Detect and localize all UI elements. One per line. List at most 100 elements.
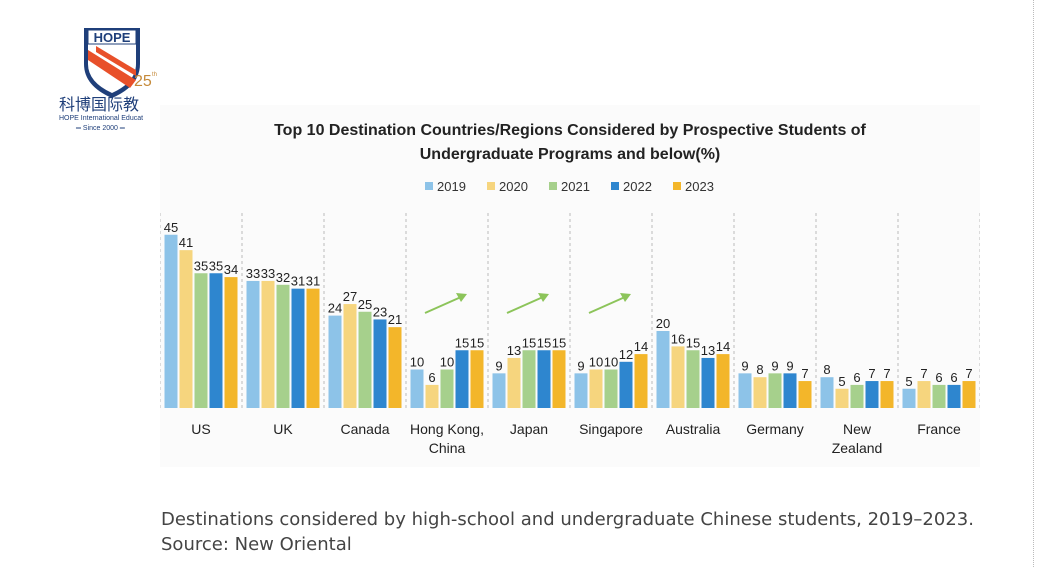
- data-label: 15: [552, 335, 566, 350]
- data-label: 15: [455, 335, 469, 350]
- data-label: 8: [756, 362, 763, 377]
- caption: Destinations considered by high-school a…: [161, 509, 974, 530]
- svg-text:th: th: [152, 72, 157, 78]
- bar-Germany-2020: [753, 377, 767, 408]
- bar-US-2020: [179, 250, 193, 408]
- data-label: 6: [428, 370, 435, 385]
- bar-New Zealand-2020: [835, 388, 849, 408]
- legend-label-2019: 2019: [437, 179, 466, 194]
- data-label: 14: [634, 339, 648, 354]
- data-label: 6: [853, 370, 860, 385]
- category-label: Zealand: [832, 440, 883, 456]
- bar-Hong Kong, China-2021: [440, 369, 454, 408]
- data-label: 6: [935, 370, 942, 385]
- trend-arrow-head-icon: [456, 293, 467, 302]
- data-label: 9: [786, 358, 793, 373]
- hope-logo: HOPE 25 th 科博国际教 HOPE International Educ…: [56, 24, 166, 134]
- data-label: 13: [507, 343, 521, 358]
- bar-Canada-2020: [343, 304, 357, 408]
- data-label: 32: [276, 270, 290, 285]
- bar-Canada-2023: [388, 327, 402, 408]
- svg-text:25: 25: [134, 73, 152, 90]
- category-label: China: [429, 440, 466, 456]
- data-label: 9: [771, 358, 778, 373]
- data-label: 14: [716, 339, 730, 354]
- bar-Germany-2021: [768, 373, 782, 408]
- bar-Hong Kong, China-2020: [425, 384, 439, 408]
- category-label: Germany: [746, 421, 804, 437]
- bar-Singapore-2022: [619, 361, 633, 408]
- bar-New Zealand-2019: [820, 377, 834, 408]
- bar-New Zealand-2022: [865, 381, 879, 408]
- bar-Germany-2023: [798, 381, 812, 408]
- legend-swatch-2020: [487, 182, 495, 190]
- bar-Singapore-2019: [574, 373, 588, 408]
- category-label: Japan: [510, 421, 548, 437]
- source: Source: New Oriental: [161, 534, 352, 555]
- legend-swatch-2023: [673, 182, 681, 190]
- data-label: 5: [838, 374, 845, 389]
- legend-label-2022: 2022: [623, 179, 652, 194]
- data-label: 33: [261, 266, 275, 281]
- data-label: 10: [410, 355, 424, 370]
- chart-title-line-2: Undergraduate Programs and below(%): [420, 146, 721, 163]
- trend-arrow-head-icon: [620, 293, 631, 302]
- bar-France-2020: [917, 381, 931, 408]
- bar-New Zealand-2023: [880, 381, 894, 408]
- bar-France-2019: [902, 388, 916, 408]
- legend-label-2021: 2021: [561, 179, 590, 194]
- data-label: 31: [291, 274, 305, 289]
- logo-text: HOPE: [94, 30, 131, 45]
- bar-Hong Kong, China-2022: [455, 350, 469, 408]
- chart-title-line-1: Top 10 Destination Countries/Regions Con…: [274, 122, 866, 139]
- bar-Germany-2022: [783, 373, 797, 408]
- svg-text:科博国际教: 科博国际教: [59, 95, 139, 114]
- legend-label-2020: 2020: [499, 179, 528, 194]
- bar-New Zealand-2021: [850, 384, 864, 408]
- data-label: 10: [440, 355, 454, 370]
- data-label: 21: [388, 312, 402, 327]
- bar-Japan-2019: [492, 373, 506, 408]
- svg-text:HOPE International Educat: HOPE International Educat: [59, 115, 143, 122]
- data-label: 15: [470, 335, 484, 350]
- data-label: 15: [537, 335, 551, 350]
- data-label: 7: [868, 366, 875, 381]
- trend-arrow-icon: [588, 296, 626, 314]
- category-label: Hong Kong,: [410, 421, 484, 437]
- category-label: UK: [273, 421, 293, 437]
- bar-UK-2021: [276, 284, 290, 408]
- data-label: 6: [950, 370, 957, 385]
- data-label: 31: [306, 274, 320, 289]
- bar-Australia-2022: [701, 357, 715, 408]
- bar-UK-2022: [291, 288, 305, 408]
- bar-chart: Top 10 Destination Countries/Regions Con…: [160, 105, 980, 467]
- data-label: 7: [883, 366, 890, 381]
- data-label: 25: [358, 297, 372, 312]
- bar-Australia-2020: [671, 346, 685, 408]
- bar-Hong Kong, China-2023: [470, 350, 484, 408]
- bar-Canada-2022: [373, 319, 387, 408]
- legend-swatch-2021: [549, 182, 557, 190]
- bar-Australia-2021: [686, 350, 700, 408]
- trend-arrow-head-icon: [538, 293, 549, 302]
- svg-text:═ Since 2000 ═: ═ Since 2000 ═: [75, 125, 125, 132]
- data-label: 15: [686, 335, 700, 350]
- bar-Japan-2023: [552, 350, 566, 408]
- bar-UK-2023: [306, 288, 320, 408]
- legend-swatch-2022: [611, 182, 619, 190]
- data-label: 9: [495, 358, 502, 373]
- trend-arrow-icon: [424, 296, 462, 314]
- bar-France-2022: [947, 384, 961, 408]
- bar-Japan-2021: [522, 350, 536, 408]
- data-label: 23: [373, 304, 387, 319]
- data-label: 15: [522, 335, 536, 350]
- legend: 2019 2020 2021 2022 2023: [425, 179, 714, 194]
- data-label: 35: [209, 258, 223, 273]
- data-label: 45: [164, 220, 178, 235]
- bar-UK-2019: [246, 280, 260, 408]
- bar-US-2019: [164, 234, 178, 408]
- page-edge-divider: [1033, 0, 1034, 567]
- bar-Hong Kong, China-2019: [410, 369, 424, 408]
- legend-label-2023: 2023: [685, 179, 714, 194]
- data-label: 7: [801, 366, 808, 381]
